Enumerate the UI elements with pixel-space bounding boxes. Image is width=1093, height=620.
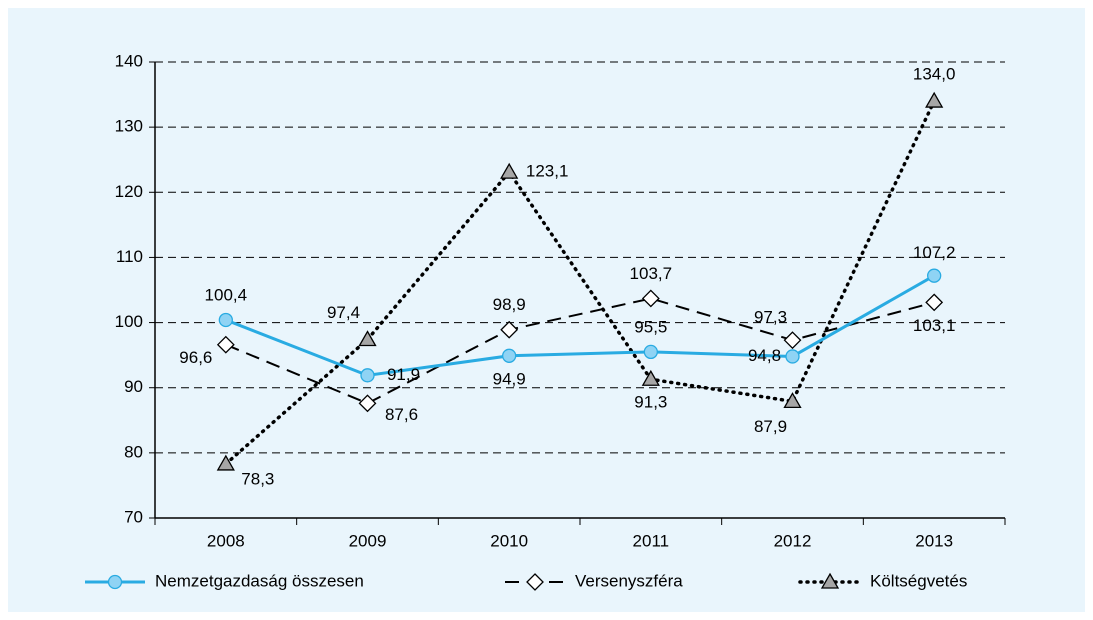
data-point [927,268,942,283]
data-label: 134,0 [913,65,956,84]
data-point [500,320,519,339]
y-tick-label: 140 [115,51,143,70]
data-point [925,293,944,312]
legend-marker [820,572,840,589]
data-label: 107,2 [913,243,956,262]
data-label: 78,3 [241,469,274,488]
y-tick-label: 110 [116,247,143,266]
x-tick-label: 2012 [774,531,812,550]
data-point [358,330,377,347]
data-point [641,369,660,386]
data-point [783,331,802,350]
data-label: 103,7 [630,264,673,283]
data-label: 98,9 [493,295,526,314]
x-tick-label: 2008 [207,531,245,550]
data-label: 123,1 [526,162,569,181]
y-tick-label: 120 [115,182,143,201]
data-point [216,335,235,354]
y-tick-label: 100 [115,312,143,331]
y-tick-label: 90 [124,377,143,396]
data-label: 91,3 [634,393,667,412]
legend-label: Nemzetgazdaság összesen [155,571,364,590]
data-label: 94,9 [493,369,526,388]
data-label: 97,3 [754,308,787,327]
legend-marker [107,574,123,590]
x-tick-label: 2009 [349,531,387,550]
data-label: 87,9 [754,417,787,436]
series-line [225,274,935,377]
series-line [224,99,936,466]
data-label: 96,6 [179,348,212,367]
series-line [225,297,935,405]
data-point [502,348,517,363]
y-tick-label: 130 [115,117,143,136]
data-point [783,392,802,409]
data-point [785,349,800,364]
x-tick-label: 2010 [490,531,528,550]
data-point [216,454,235,471]
chart-background [8,8,1085,612]
legend-label: Versenyszféra [575,571,683,590]
data-point [500,162,519,179]
data-label: 97,4 [327,303,360,322]
data-label: 91,9 [387,365,420,384]
legend-label: Költségvetés [870,571,967,590]
data-point [360,368,375,383]
data-point [218,312,233,328]
x-tick-label: 2013 [915,531,953,550]
data-point [643,344,658,360]
data-label: 100,4 [205,285,248,304]
x-tick-label: 2011 [633,531,670,550]
data-point [641,289,660,308]
legend-marker [526,573,544,591]
data-label: 103,1 [913,316,956,335]
data-label: 95,5 [634,317,667,336]
data-point [925,91,944,108]
y-tick-label: 70 [124,507,143,526]
data-label: 94,8 [748,346,781,365]
y-tick-label: 80 [124,442,143,461]
data-label: 87,6 [385,405,418,424]
data-point [358,394,377,413]
